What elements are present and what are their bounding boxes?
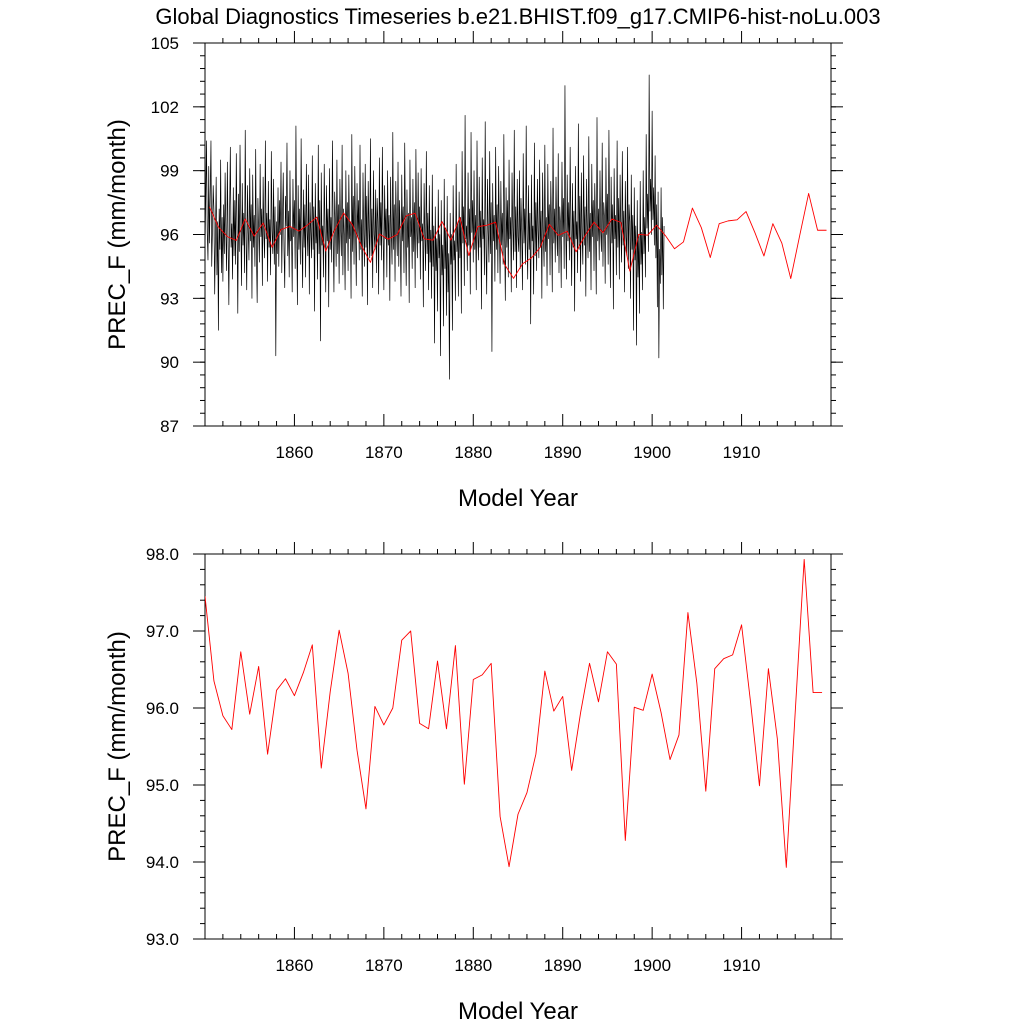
top-panel: 1860 1870 1880 1890 1900 1910 87 90 93 96 99 102 105…	[104, 31, 843, 512]
y-tick-label: 95.0	[146, 776, 179, 795]
plot-frame	[204, 553, 832, 940]
y-tick-label: 97.0	[146, 622, 179, 641]
x-axis-title: Model Year	[458, 485, 578, 512]
x-tick-label: 1860	[276, 956, 314, 975]
y-tick-label: 94.0	[146, 853, 179, 872]
x-tick-label: 1870	[365, 443, 403, 462]
y-tick-label: 98.0	[146, 545, 179, 564]
x-tick-label: 1910	[723, 956, 761, 975]
annual-mean-series-line	[205, 558, 823, 868]
y-tick-label: 90	[160, 353, 179, 372]
y-tick-label: 99	[160, 162, 179, 181]
x-tick-label: 1880	[454, 956, 492, 975]
y-axis-title: PREC_F (mm/month)	[104, 631, 131, 862]
x-tick-label: 1890	[544, 443, 582, 462]
y-tick-label: 96	[160, 226, 179, 245]
y-tick-label: 96.0	[146, 699, 179, 718]
x-tick-label: 1900	[633, 956, 671, 975]
annual-mean-series-line	[209, 192, 827, 279]
series-group	[205, 74, 827, 380]
y-tick-label: 93	[160, 289, 179, 308]
y-tick-label: 87	[160, 417, 179, 436]
x-tick-label: 1860	[276, 443, 314, 462]
series-group	[205, 558, 823, 868]
x-tick-label: 1880	[454, 443, 492, 462]
y-tick-label: 102	[151, 98, 179, 117]
main-title: Global Diagnostics Timeseries b.e21.BHIS…	[155, 4, 880, 29]
x-axis-title: Model Year	[458, 998, 578, 1024]
x-tick-label: 1890	[544, 956, 582, 975]
monthly-series-line	[205, 74, 665, 380]
y-tick-label: 93.0	[146, 930, 179, 949]
bottom-panel: 1860 1870 1880 1890 1900 1910 93.0 94.0 95.0 96.0…	[104, 542, 843, 1024]
y-tick-label: 105	[151, 34, 179, 53]
x-tick-label: 1910	[723, 443, 761, 462]
y-axis-title: PREC_F (mm/month)	[104, 119, 131, 350]
x-tick-label: 1900	[633, 443, 671, 462]
x-tick-label: 1870	[365, 956, 403, 975]
